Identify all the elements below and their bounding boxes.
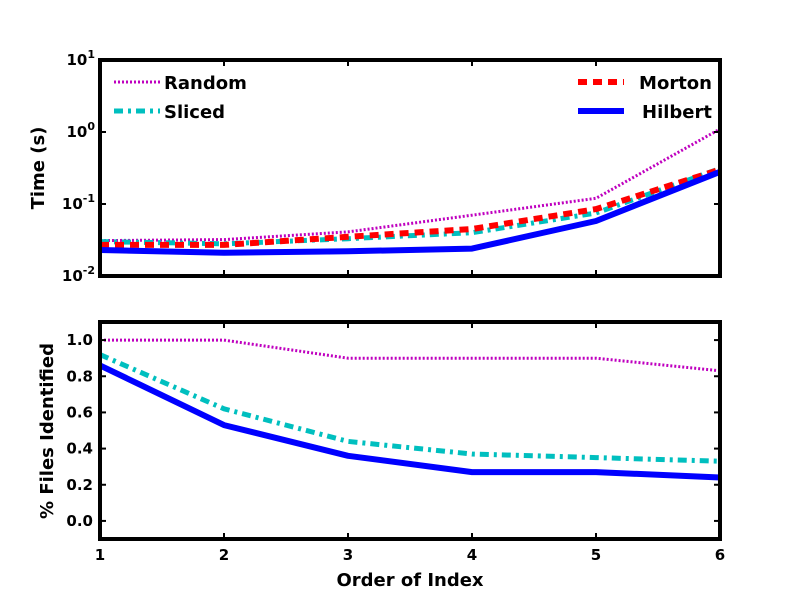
time-line-hilbert [99, 169, 722, 256]
time-y-tick-label: 10-1 [62, 192, 95, 213]
files-y-tick-label: 0.2 [66, 476, 93, 494]
x-tick-label: 5 [591, 546, 601, 564]
files-y-tick-label: 0.4 [66, 440, 93, 458]
time-series-lines [99, 127, 722, 256]
legend-label-hilbert: Hilbert [642, 102, 712, 123]
legend: Random Sliced Morton Hilbert [114, 73, 712, 123]
files-y-tick-label: 0.0 [66, 512, 93, 530]
legend-label-morton: Morton [639, 73, 712, 94]
time-y-tick-label: 100 [66, 120, 95, 141]
legend-label-random: Random [164, 73, 247, 94]
x-tick-label: 3 [343, 546, 353, 564]
x-axis-ticks: 1 2 3 4 5 6 [95, 60, 725, 564]
tick-base: 10 [62, 267, 83, 285]
x-tick-label: 2 [219, 546, 229, 564]
time-y-tick-label: 10-2 [62, 264, 95, 285]
files-series-lines [98, 338, 721, 481]
legend-label-sliced: Sliced [164, 102, 225, 123]
time-y-axis-label: Time (s) [28, 127, 49, 210]
tick-exponent: -2 [83, 264, 95, 277]
tick-base: 10 [62, 195, 83, 213]
time-y-tick-label: 101 [66, 48, 95, 69]
files-line-sliced [98, 352, 721, 464]
files-plot-frame [98, 320, 722, 541]
time-plot-frame [98, 58, 722, 278]
x-tick-label: 4 [467, 546, 477, 564]
tick-exponent: 1 [87, 48, 95, 61]
files-y-tick-label: 1.0 [66, 331, 93, 349]
tick-exponent: -1 [83, 192, 95, 205]
time-line-random [99, 127, 721, 243]
files-y-tick-label: 0.6 [66, 403, 93, 421]
tick-exponent: 0 [87, 120, 95, 133]
files-y-tick-label: 0.8 [66, 367, 93, 385]
x-axis-label: Order of Index [336, 570, 483, 591]
files-subplot: 0.0 0.2 0.4 0.6 0.8 1.0 1 2 3 4 5 6 % Files Identi… [37, 60, 725, 591]
files-line-random [100, 338, 721, 373]
time-line-sliced [99, 166, 721, 247]
files-y-axis-label: % Files Identified [37, 343, 58, 519]
x-tick-label: 1 [95, 546, 105, 564]
files-y-ticks: 0.0 0.2 0.4 0.6 0.8 1.0 [66, 331, 720, 530]
x-tick-label: 6 [715, 546, 725, 564]
files-line-hilbert [98, 362, 721, 481]
tick-base: 10 [66, 51, 87, 69]
tick-base: 10 [66, 123, 87, 141]
